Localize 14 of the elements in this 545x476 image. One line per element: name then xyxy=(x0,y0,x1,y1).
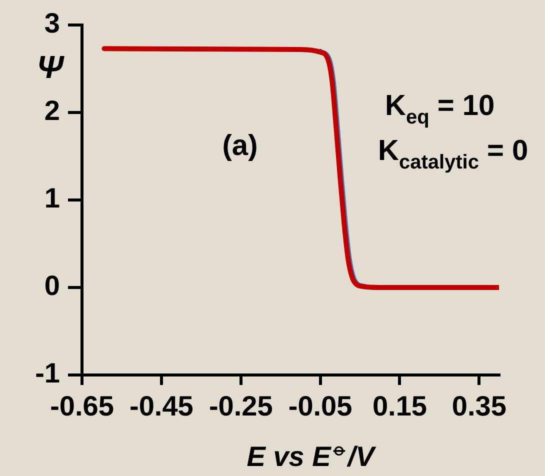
y-tick-label: -1 xyxy=(35,358,60,389)
y-tick-label: 1 xyxy=(44,182,60,214)
x-tick-label: 0.15 xyxy=(372,390,427,422)
x-tick-label: -0.65 xyxy=(50,390,114,422)
x-tick-label: -0.05 xyxy=(288,390,352,422)
x-tick-label: -0.25 xyxy=(208,390,273,422)
x-tick-label: -0.45 xyxy=(130,390,194,422)
y-tick-label: 2 xyxy=(44,95,60,126)
y-tick-label: 3 xyxy=(44,8,60,39)
x-tick-label: 0.35 xyxy=(452,390,506,422)
y-tick-label: 0 xyxy=(44,270,60,302)
annotation: (a) xyxy=(222,130,258,162)
x-axis-title: E vs E⦵/V xyxy=(246,438,377,472)
y-axis-title: Ψ xyxy=(36,49,65,85)
